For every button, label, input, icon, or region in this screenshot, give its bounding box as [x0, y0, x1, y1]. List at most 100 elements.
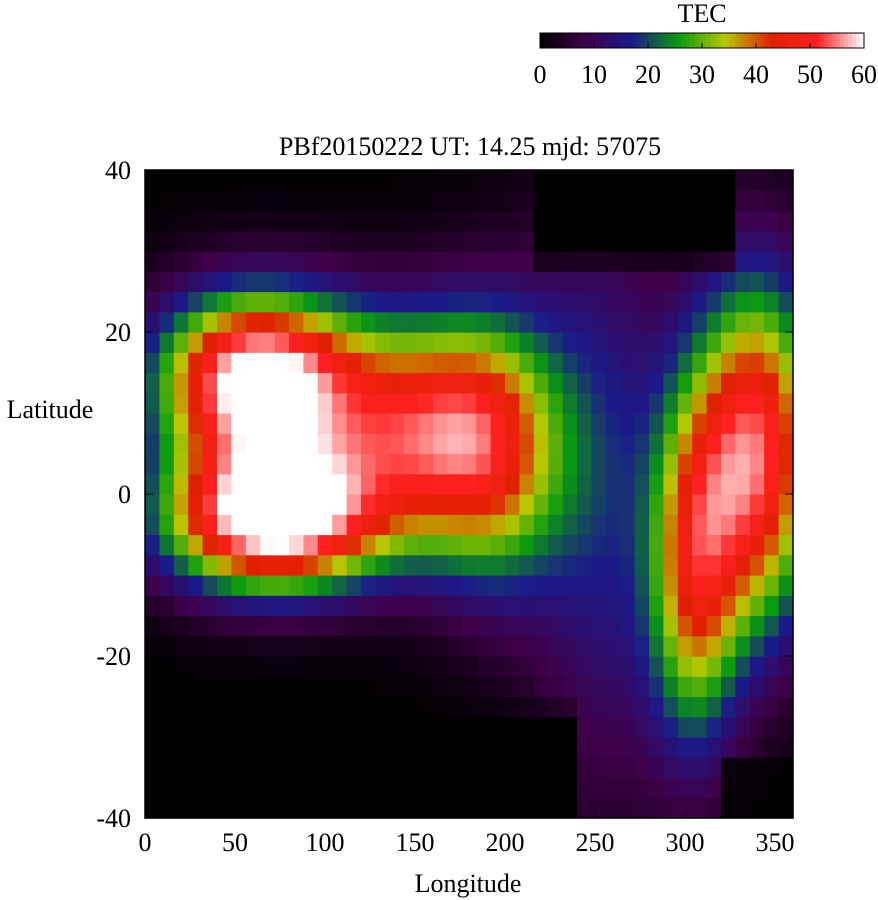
heatmap-cell — [764, 372, 780, 394]
heatmap-cell — [260, 413, 276, 434]
heatmap-cell — [274, 595, 290, 617]
colorbar-segment — [568, 33, 573, 48]
heatmap-cell — [706, 453, 722, 475]
heatmap-cell — [274, 190, 290, 212]
heatmap-cell — [433, 514, 448, 536]
heatmap-cell — [764, 494, 780, 515]
heatmap-cell — [361, 190, 376, 212]
heatmap-cell — [303, 656, 319, 677]
heatmap-cell — [461, 413, 477, 434]
heatmap-cell — [562, 291, 578, 313]
heatmap-cell — [663, 271, 679, 293]
heatmap-cell — [375, 534, 391, 556]
heatmap-cell — [447, 635, 463, 657]
heatmap-cell — [461, 514, 477, 536]
heatmap-cell — [188, 534, 204, 556]
heatmap-cell — [649, 757, 664, 779]
heatmap-cell — [202, 575, 218, 596]
heatmap-cell — [173, 453, 189, 475]
heatmap-cell — [548, 170, 564, 191]
heatmap-cell — [577, 433, 592, 455]
heatmap-cell — [375, 372, 391, 394]
heatmap-cell — [245, 797, 261, 819]
heatmap-cell — [605, 534, 621, 556]
heatmap-cell — [692, 170, 708, 191]
heatmap-cell — [505, 575, 520, 596]
heatmap-cell — [145, 615, 160, 637]
colorbar-segment — [843, 33, 849, 48]
heatmap-cell — [533, 777, 549, 799]
heatmap-cell — [389, 170, 405, 191]
colorbar-segment — [766, 33, 772, 48]
heatmap-cell — [433, 352, 448, 374]
colorbar-segment — [855, 33, 861, 48]
heatmap-cell — [418, 635, 434, 657]
heatmap-cell — [749, 170, 765, 191]
heatmap-cell — [274, 554, 290, 576]
heatmap-cell — [461, 797, 477, 819]
heatmap-cell — [433, 716, 448, 738]
heatmap-cell — [145, 453, 160, 475]
heatmap-cell — [303, 433, 319, 455]
colorbar-segment — [596, 33, 602, 48]
heatmap-cell — [490, 777, 506, 799]
heatmap-cell — [735, 170, 751, 191]
colorbar-segment — [641, 33, 646, 48]
heatmap-cell — [418, 534, 434, 556]
heatmap-cell — [663, 534, 679, 556]
heatmap-cell — [389, 554, 405, 576]
heatmap-cell — [461, 453, 477, 475]
heatmap-cell — [332, 534, 348, 556]
heatmap-cell — [361, 676, 376, 698]
colorbar-segment — [629, 33, 634, 48]
heatmap-cell — [548, 534, 564, 556]
heatmap-cell — [605, 170, 621, 191]
heatmap-cell — [317, 251, 333, 272]
x-tick-label: 200 — [486, 828, 525, 857]
heatmap-cell — [533, 291, 549, 313]
heatmap-cell — [361, 494, 376, 515]
heatmap-cell — [361, 352, 376, 374]
heatmap-cell — [289, 230, 304, 252]
heatmap-cell — [188, 494, 204, 515]
heatmap-cell — [289, 656, 304, 677]
heatmap-cell — [274, 170, 290, 191]
heatmap-cell — [433, 757, 448, 779]
heatmap-cell — [289, 352, 304, 374]
heatmap-cell — [634, 676, 650, 698]
colorbar-segment — [754, 33, 760, 48]
heatmap-cell — [505, 433, 520, 455]
heatmap-cell — [317, 392, 333, 414]
heatmap-cell — [217, 291, 232, 313]
y-tick-label: -40 — [96, 804, 131, 833]
heatmap-cell — [505, 413, 520, 434]
heatmap-cell — [433, 676, 448, 698]
heatmap-cell — [677, 534, 693, 556]
heatmap-cell — [361, 737, 376, 758]
colorbar-segment — [823, 33, 829, 48]
heatmap-cell — [332, 514, 348, 536]
heatmap-cell — [274, 635, 290, 657]
heatmap-cell — [447, 271, 463, 293]
heatmap-cell — [433, 595, 448, 617]
heatmap-cell — [245, 453, 261, 475]
heatmap-cell — [634, 230, 650, 252]
heatmap-cell — [505, 190, 520, 212]
heatmap-cell — [461, 251, 477, 272]
heatmap-cell — [317, 514, 333, 536]
heatmap-cell — [173, 372, 189, 394]
heatmap-cell — [274, 757, 290, 779]
heatmap-cell — [649, 635, 664, 657]
heatmap-cell — [447, 413, 463, 434]
heatmap-cell — [447, 797, 463, 819]
heatmap-cell — [692, 656, 708, 677]
colorbar-segment — [746, 33, 752, 48]
heatmap-cell — [274, 534, 290, 556]
heatmap-cell — [346, 271, 362, 293]
heatmap-cell — [418, 575, 434, 596]
colorbar-segment — [649, 33, 654, 48]
heatmap-cell — [533, 473, 549, 495]
colorbar-segment — [572, 33, 577, 48]
heatmap-cell — [591, 251, 607, 272]
